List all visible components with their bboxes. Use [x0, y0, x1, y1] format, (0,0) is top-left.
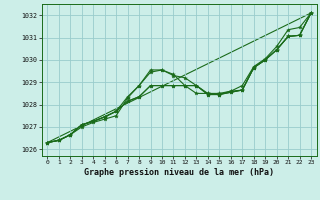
X-axis label: Graphe pression niveau de la mer (hPa): Graphe pression niveau de la mer (hPa) — [84, 168, 274, 177]
